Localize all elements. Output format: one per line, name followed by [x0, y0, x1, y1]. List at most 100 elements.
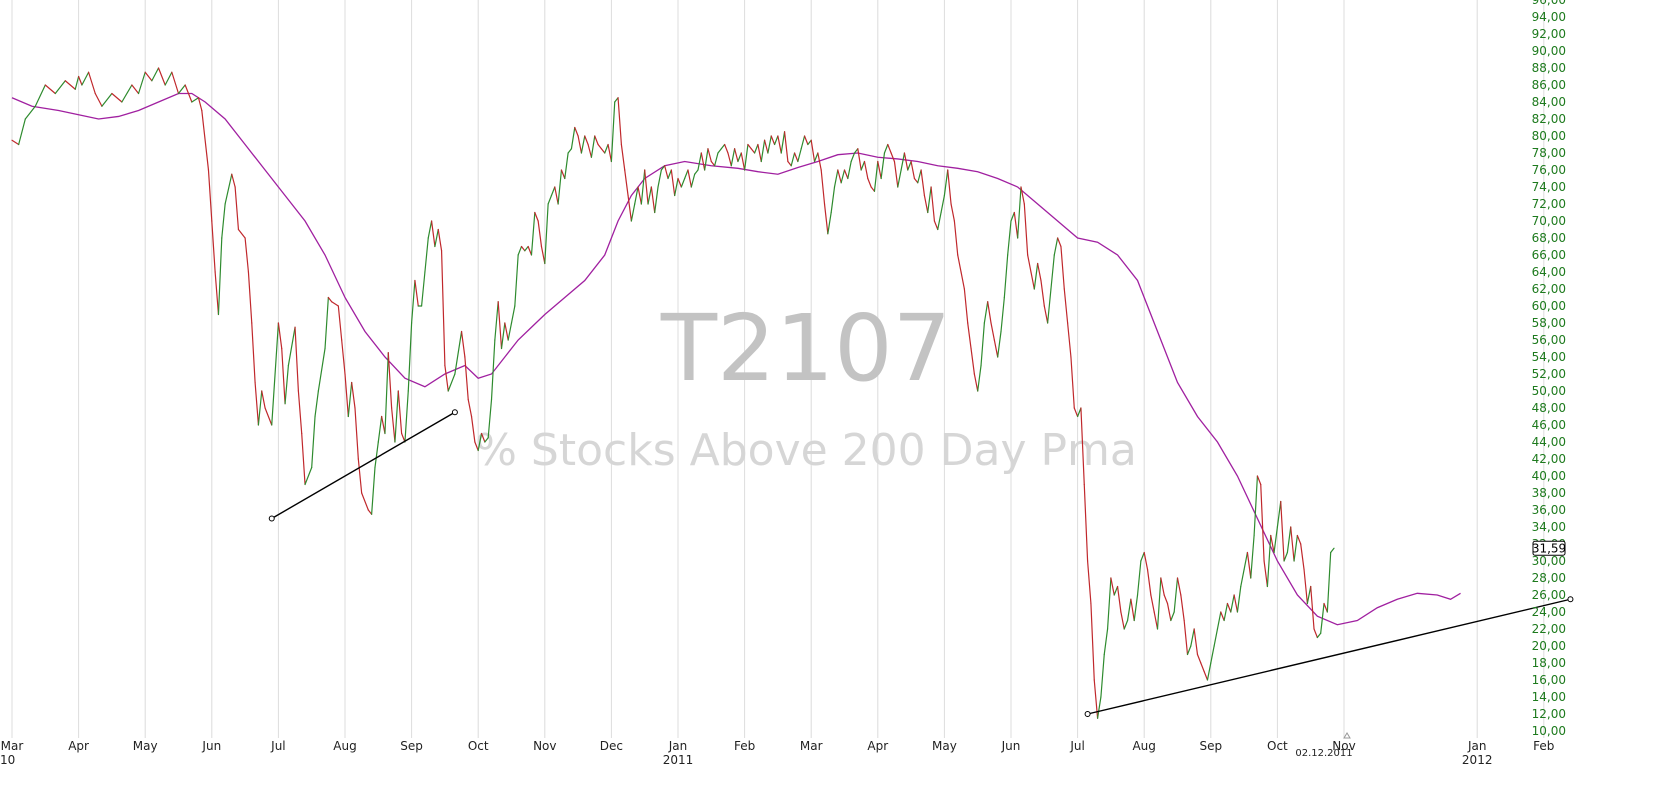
y-tick-label: 60,00 — [1532, 299, 1566, 313]
series-price-segment — [1313, 628, 1318, 639]
x-tick-label: Jun — [201, 739, 221, 753]
y-tick-label: 38,00 — [1532, 486, 1566, 500]
trendline-handle[interactable] — [268, 515, 275, 522]
series-price-segment — [121, 84, 133, 103]
series-price-segment — [797, 148, 802, 163]
series-price-segment — [823, 203, 829, 235]
series-price-segment — [81, 71, 90, 86]
series-price-segment — [567, 148, 573, 154]
series-price-segment — [877, 160, 882, 180]
trendline-handle[interactable] — [1567, 596, 1574, 603]
x-tick-label: Jun — [1001, 739, 1021, 753]
series-price-segment — [1316, 632, 1322, 639]
series-price-segment — [770, 135, 776, 146]
series-price-segment — [610, 101, 616, 163]
series-price-segment — [1230, 594, 1235, 613]
series-price-segment — [34, 84, 46, 107]
series-price-segment — [1180, 594, 1185, 622]
trendline-handle[interactable] — [451, 409, 458, 416]
vertical-gridlines — [11, 0, 1545, 738]
series-price-segment — [1283, 551, 1288, 562]
series-price-segment — [1236, 585, 1242, 613]
x-tick-label: May — [932, 739, 957, 753]
series-price-segment — [540, 245, 546, 265]
y-tick-label: 52,00 — [1532, 367, 1566, 381]
series-price-segment — [1326, 551, 1332, 613]
trendline-1[interactable] — [271, 411, 456, 520]
series-price-segment — [687, 169, 692, 188]
series-price-segment — [767, 135, 772, 154]
series-price-segment — [520, 245, 526, 252]
series-price-segment — [271, 322, 279, 426]
x-tick-label: Mar — [1, 739, 24, 753]
series-price-segment — [171, 71, 180, 95]
series-price-segment — [574, 126, 579, 137]
series-price-segment — [221, 203, 226, 239]
series-price-segment — [404, 390, 409, 443]
y-tick-label: 68,00 — [1532, 231, 1566, 245]
series-price-segment — [277, 322, 283, 350]
series-price-segment — [247, 271, 253, 324]
series-price-segment — [600, 148, 606, 154]
y-tick-label: 54,00 — [1532, 350, 1566, 364]
series-price-segment — [487, 398, 493, 439]
series-price-segment — [497, 301, 503, 350]
y-tick-label: 74,00 — [1532, 180, 1566, 194]
series-price-segment — [1310, 585, 1315, 630]
series-price-segment — [327, 296, 333, 303]
series-price-segment — [833, 169, 839, 188]
series-price-segment — [524, 245, 529, 252]
series-price-segment — [1223, 602, 1229, 622]
series-price-segment — [1140, 551, 1145, 562]
series-price-segment — [500, 322, 506, 350]
series-price-segment — [1303, 568, 1308, 605]
y-tick-label: 48,00 — [1532, 401, 1566, 415]
series-price-segment — [287, 326, 296, 367]
y-tick-label: 88,00 — [1532, 61, 1566, 75]
last-value-label: 31,59 — [1532, 541, 1566, 555]
series-price-segment — [657, 169, 662, 188]
series-price-segment — [1013, 211, 1019, 239]
series-price-segment — [1206, 662, 1212, 681]
series-price-segment — [1200, 662, 1205, 673]
series-price-segment — [474, 441, 479, 452]
y-tick-label: 56,00 — [1532, 333, 1566, 347]
series-price-segment — [394, 390, 399, 443]
series-price-segment — [590, 135, 596, 158]
series-price-segment — [900, 152, 906, 171]
series-price-segment — [1250, 534, 1255, 579]
series-price-segment — [890, 152, 896, 163]
x-tick-label: Sep — [1199, 739, 1222, 753]
series-price-segment — [707, 148, 712, 163]
last-date-label: 02.12.2011 — [1295, 748, 1352, 759]
series-price-segment — [887, 143, 892, 154]
series-price-segment — [584, 135, 589, 146]
x-tick-label: Feb — [1533, 739, 1554, 753]
series-price-segment — [853, 148, 859, 154]
series-price-segment — [777, 135, 782, 154]
y-tick-label: 10,00 — [1532, 724, 1566, 738]
series-price-segment — [830, 186, 836, 214]
trendline-2[interactable] — [1087, 598, 1571, 715]
series-price-segment — [1256, 475, 1262, 486]
series-price-segment — [737, 152, 742, 163]
series-price-segment — [820, 169, 826, 205]
series-price-segment — [843, 169, 849, 180]
series-price-segment — [207, 169, 213, 222]
series-price-segment — [740, 152, 746, 171]
series-price-segment — [111, 92, 123, 103]
series-price-segment — [1050, 254, 1055, 290]
series-price-segment — [810, 139, 816, 163]
series-price-segment — [637, 186, 642, 205]
series-price-segment — [1176, 577, 1182, 596]
trendline-handle[interactable] — [1084, 711, 1091, 717]
series-price-segment — [391, 407, 396, 443]
series-price-segment — [933, 220, 939, 231]
series-price-segment — [237, 228, 246, 239]
series-price-segment — [640, 169, 646, 205]
series-price-segment — [384, 352, 389, 435]
series-price-segment — [957, 254, 962, 273]
series-price-segment — [184, 84, 193, 103]
y-tick-label: 84,00 — [1532, 95, 1566, 109]
series-price-segment — [1076, 407, 1082, 418]
